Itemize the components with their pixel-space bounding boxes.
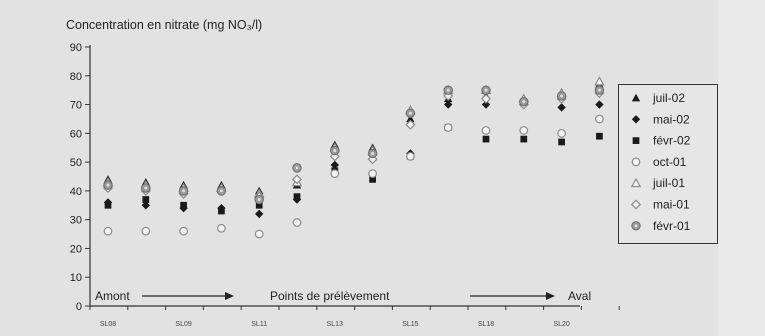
legend-marker bbox=[631, 115, 641, 124]
point-mai02 bbox=[481, 100, 491, 109]
y-tick-label: 40 bbox=[70, 186, 82, 198]
plot-background bbox=[0, 0, 718, 336]
downstream-label: Aval bbox=[568, 289, 591, 303]
upstream-label: Amont bbox=[95, 289, 130, 303]
legend-label: oct-01 bbox=[653, 155, 687, 169]
legend-marker bbox=[630, 177, 642, 188]
point-mai02 bbox=[141, 201, 150, 210]
legend-marker bbox=[631, 93, 641, 102]
point-mai01 bbox=[291, 174, 303, 185]
legend-label: juil-01 bbox=[652, 176, 685, 190]
legend-label: févr-01 bbox=[653, 219, 691, 233]
y-tick-label: 60 bbox=[70, 128, 82, 140]
point-mai01 bbox=[480, 93, 492, 104]
xlabel: Points de prélèvement bbox=[270, 289, 390, 303]
y-tick-label: 50 bbox=[70, 157, 82, 169]
point-fvr01-center bbox=[484, 88, 488, 92]
y-tick-label: 70 bbox=[70, 100, 82, 112]
point-oct01 bbox=[141, 226, 151, 236]
point-oct01 bbox=[292, 218, 302, 227]
legend-label: juil-02 bbox=[652, 91, 685, 105]
point-oct01 bbox=[557, 128, 566, 138]
x-tick-label: SL15 bbox=[402, 321, 418, 328]
point-fvr01-center bbox=[371, 152, 375, 155]
point-oct01 bbox=[368, 169, 377, 179]
point-fvr02 bbox=[520, 135, 528, 143]
point-fvr01-center bbox=[560, 94, 564, 98]
y-tick-label: 80 bbox=[70, 71, 82, 83]
point-oct01 bbox=[406, 151, 415, 161]
y-tick-label: 0 bbox=[76, 301, 82, 313]
y-tick-label: 30 bbox=[70, 215, 82, 227]
point-oct01 bbox=[179, 226, 188, 236]
legend-label: févr-02 bbox=[653, 134, 691, 148]
x-tick-label: SL18 bbox=[478, 321, 494, 328]
point-fvr01-center bbox=[182, 189, 186, 193]
point-fvr01-center bbox=[408, 111, 412, 115]
point-fvr02 bbox=[293, 193, 301, 201]
point-fvr02 bbox=[255, 201, 263, 209]
point-oct01 bbox=[595, 114, 604, 124]
point-mai01 bbox=[405, 119, 416, 130]
y-tick-label: 20 bbox=[70, 243, 82, 255]
x-tick-label: SL13 bbox=[327, 321, 343, 328]
point-fvr01-center bbox=[446, 88, 450, 92]
y-tick-label: 10 bbox=[70, 272, 82, 284]
point-fvr02 bbox=[104, 201, 112, 209]
point-fvr02 bbox=[180, 201, 187, 209]
x-tick-label: SL20 bbox=[553, 321, 569, 328]
point-fvr02 bbox=[142, 196, 150, 203]
point-mai02 bbox=[444, 100, 453, 109]
point-fvr02 bbox=[558, 138, 565, 146]
point-fvr01-center bbox=[295, 166, 299, 170]
point-oct01 bbox=[103, 226, 113, 236]
arrow-head-left bbox=[225, 292, 234, 300]
x-tick-label: SL11 bbox=[251, 321, 267, 328]
point-juil02 bbox=[406, 114, 415, 123]
point-fvr02 bbox=[369, 176, 376, 183]
point-fvr02 bbox=[596, 132, 603, 140]
point-mai02 bbox=[255, 209, 264, 219]
point-fvr01-center bbox=[106, 183, 110, 187]
point-fvr01-center bbox=[333, 149, 337, 153]
legend-marker bbox=[632, 137, 640, 144]
legend-marker bbox=[630, 199, 642, 210]
point-juil01 bbox=[594, 76, 605, 86]
point-mai02 bbox=[557, 103, 566, 112]
point-oct01 bbox=[330, 169, 340, 179]
x-tick-label: SL09 bbox=[175, 321, 191, 328]
point-oct01 bbox=[254, 229, 264, 239]
point-fvr01-center bbox=[144, 186, 148, 190]
legend-marker-center bbox=[634, 224, 638, 228]
point-fvr01-center bbox=[597, 88, 601, 92]
point-fvr01-center bbox=[522, 100, 526, 104]
legend-label: mai-02 bbox=[653, 112, 690, 126]
point-mai02 bbox=[595, 100, 604, 109]
x-tick-label: SL08 bbox=[100, 321, 116, 328]
arrow-head-right bbox=[546, 292, 555, 300]
point-oct01 bbox=[217, 223, 226, 233]
point-fvr02 bbox=[218, 207, 225, 215]
chart-title: Concentration en nitrate (mg NO₃/l) bbox=[66, 18, 263, 32]
point-oct01 bbox=[481, 126, 491, 135]
point-fvr01-center bbox=[257, 198, 261, 201]
legend-marker bbox=[631, 157, 641, 167]
point-fvr01-center bbox=[219, 189, 223, 193]
point-oct01 bbox=[519, 126, 529, 135]
point-fvr02 bbox=[482, 135, 490, 143]
point-mai02 bbox=[330, 160, 339, 170]
y-tick-label: 90 bbox=[70, 42, 82, 54]
point-oct01 bbox=[443, 123, 453, 132]
legend-label: mai-01 bbox=[653, 198, 690, 212]
